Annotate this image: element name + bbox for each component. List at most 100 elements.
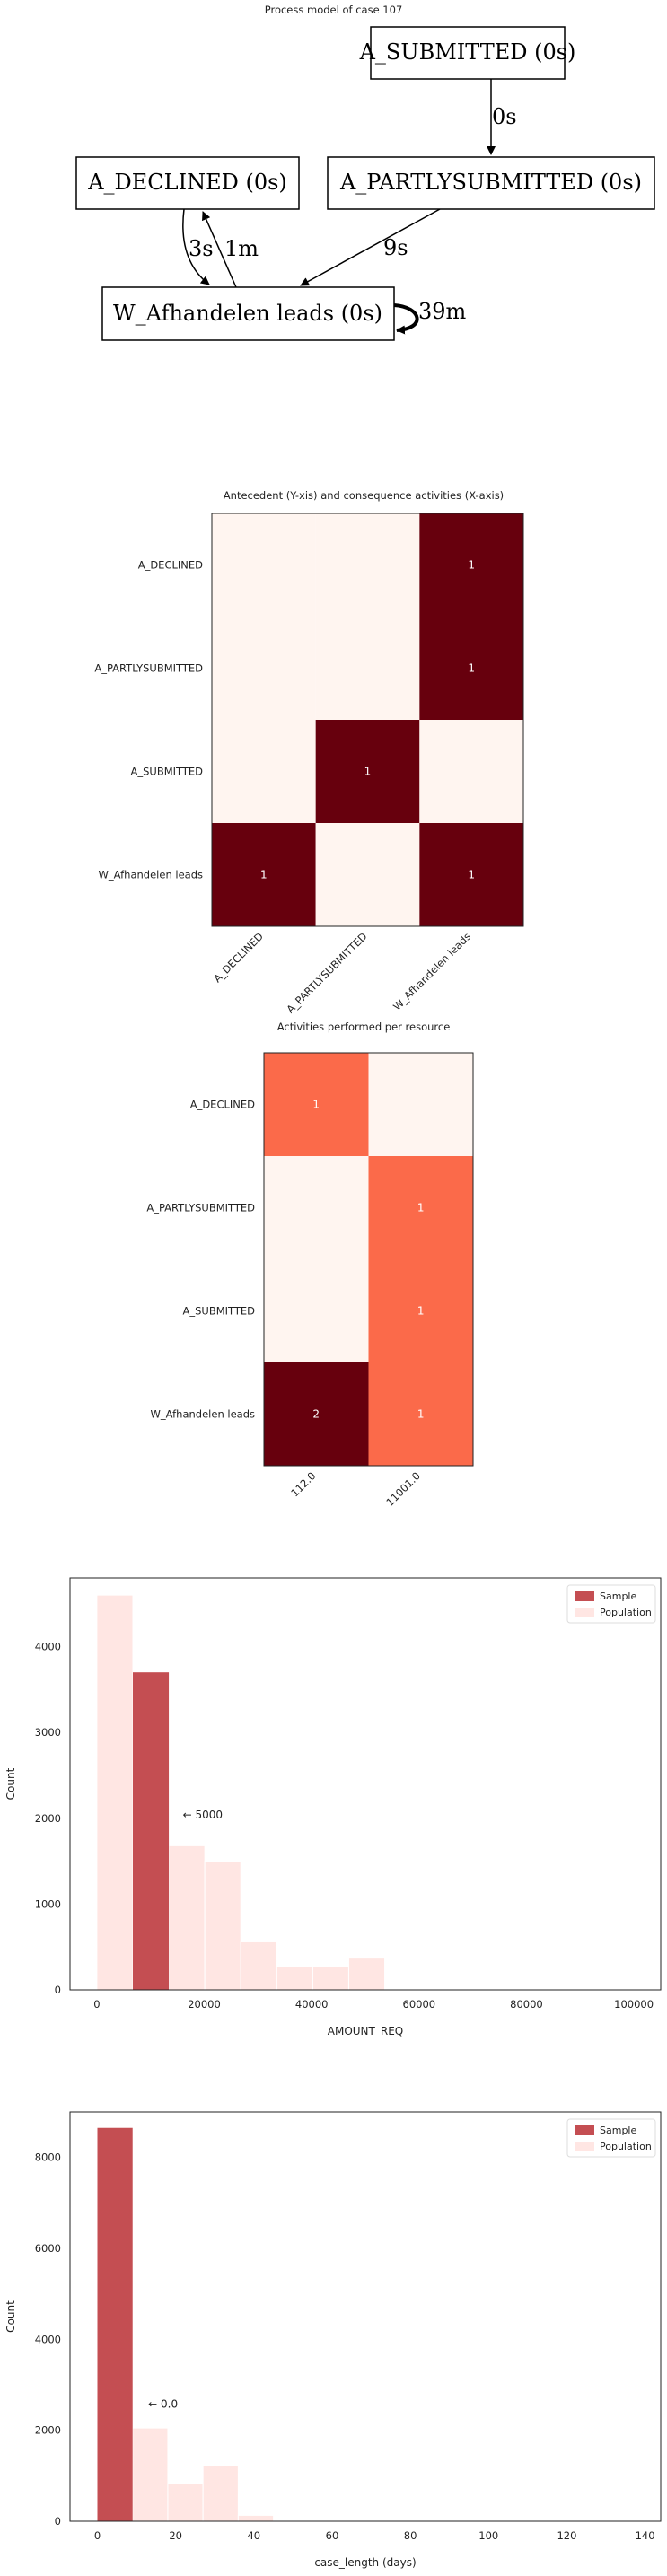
heatmap-cell bbox=[315, 617, 420, 720]
heatmap-cell bbox=[212, 513, 316, 617]
heatmap-cell bbox=[315, 720, 420, 823]
heatmap1-title: Antecedent (Y-xis) and consequence activ… bbox=[223, 489, 505, 502]
heatmap-row-label: A_SUBMITTED bbox=[130, 766, 203, 778]
x-tick-label: 100 bbox=[478, 2529, 498, 2542]
y-tick-label: 2000 bbox=[35, 2424, 61, 2437]
legend-swatch-sample bbox=[575, 1591, 594, 1601]
heatmap-cell-label: 1 bbox=[417, 1202, 425, 1214]
population-bar bbox=[168, 1844, 206, 1991]
histogram-amount-req: 0 20000 40000 60000 80000 100000 0 1000 2000 3000… bbox=[4, 1577, 662, 2037]
heatmap-cell-label: 1 bbox=[417, 1408, 425, 1421]
population-bar bbox=[240, 1941, 277, 1991]
heatmap-row-label: A_PARTLYSUBMITTED bbox=[94, 662, 203, 675]
population-bar bbox=[204, 1861, 241, 1991]
heatmap-cell bbox=[419, 823, 523, 926]
heatmap-cell-label: 1 bbox=[417, 1305, 425, 1318]
sample-bar bbox=[97, 2127, 133, 2521]
heatmap-cell-label: 1 bbox=[468, 662, 475, 675]
population-bar bbox=[132, 2427, 169, 2522]
y-axis-label: Count bbox=[4, 2300, 17, 2333]
heatmap-cell bbox=[264, 1053, 369, 1156]
y-tick-label: 2000 bbox=[35, 1812, 61, 1825]
y-tick-label: 3000 bbox=[35, 1726, 61, 1739]
node-box-declined bbox=[75, 156, 300, 210]
population-bar bbox=[202, 2465, 239, 2522]
x-tick-label: 100000 bbox=[614, 1998, 654, 2011]
heatmap-cell-label: 1 bbox=[468, 869, 475, 881]
annotation: ← 0.0 bbox=[148, 2397, 178, 2410]
edge-afhandelen-declined bbox=[202, 211, 237, 288]
heatmap-cell-label: 1 bbox=[364, 766, 372, 778]
edge-label-afhandelen-declined: 1m bbox=[224, 236, 259, 261]
y-tick-label: 1000 bbox=[35, 1897, 61, 1910]
heatmap-row-label: A_SUBMITTED bbox=[182, 1305, 255, 1318]
x-tick-label: 80000 bbox=[510, 1998, 543, 2011]
heatmap-cell bbox=[212, 720, 316, 823]
node-afhandelen: W_Afhandelen leads (0s) bbox=[113, 301, 382, 326]
heatmap-cell bbox=[368, 1156, 473, 1259]
heatmap-cell bbox=[419, 617, 523, 720]
legend-label-sample: Sample bbox=[600, 2125, 636, 2136]
legend-swatch-sample bbox=[575, 2125, 594, 2135]
x-tick-label: 40000 bbox=[295, 1998, 329, 2011]
legend-swatch-population bbox=[575, 1608, 594, 1617]
annotation: ← 5000 bbox=[183, 1809, 223, 1821]
heatmap-col-label: 11001.0 bbox=[383, 1469, 423, 1508]
x-tick-label: 0 bbox=[94, 2529, 101, 2542]
x-tick-label: 120 bbox=[557, 2529, 576, 2542]
heatmap-row-label: A_PARTLYSUBMITTED bbox=[146, 1202, 255, 1214]
sample-bar bbox=[132, 1672, 170, 1990]
heatmap-cell bbox=[264, 1156, 369, 1259]
legend-label-population: Population bbox=[600, 1607, 652, 1618]
edge-label-declined-afhandelen: 3s bbox=[189, 236, 214, 261]
heatmap-cell bbox=[212, 617, 316, 720]
heatmap-cell bbox=[368, 1259, 473, 1362]
heatmap-cell bbox=[368, 1053, 473, 1156]
legend-label-sample: Sample bbox=[600, 1590, 636, 1602]
heatmap-row-label: W_Afhandelen leads bbox=[99, 869, 203, 881]
plot-frame bbox=[69, 1577, 662, 1991]
heatmap-cell-label: 2 bbox=[312, 1408, 320, 1421]
heatmap-cell bbox=[264, 1362, 369, 1466]
y-tick-label: 8000 bbox=[35, 2151, 61, 2164]
process-model-graph: A_SUBMITTED (0s) A_DECLINED (0s) A_PARTL… bbox=[75, 26, 655, 341]
x-axis-label: case_length (days) bbox=[314, 2556, 416, 2569]
heatmap-col-label: A_PARTLYSUBMITTED bbox=[284, 930, 369, 1015]
edge-declined-afhandelen bbox=[182, 208, 210, 285]
legend-label-population: Population bbox=[600, 2141, 652, 2152]
heatmap-cell bbox=[419, 720, 523, 823]
histogram-case-length: 0 20 40 60 80 100 120 140 0 2000 4000 6000 8000 case_… bbox=[4, 2111, 662, 2569]
heatmap-col-label: A_DECLINED bbox=[211, 930, 266, 985]
node-box-partly bbox=[327, 156, 655, 210]
heatmap-cell bbox=[212, 823, 316, 926]
node-box-afhandelen bbox=[101, 286, 395, 341]
heatmap-row-label: A_DECLINED bbox=[190, 1099, 255, 1111]
heatmap-cell-label: 1 bbox=[312, 1099, 320, 1111]
y-tick-label: 0 bbox=[55, 2515, 61, 2528]
node-declined: A_DECLINED (0s) bbox=[87, 170, 287, 195]
edge-label-partly-afhandelen: 9s bbox=[383, 235, 408, 260]
y-tick-label: 4000 bbox=[35, 1641, 61, 1653]
x-tick-label: 20000 bbox=[188, 1998, 221, 2011]
population-bar bbox=[312, 1966, 349, 1991]
plot-frame bbox=[69, 2111, 662, 2522]
y-axis-label: Count bbox=[4, 1767, 17, 1800]
population-bar bbox=[167, 2483, 204, 2522]
x-tick-label: 60000 bbox=[403, 1998, 436, 2011]
heatmap-cell-label: 1 bbox=[260, 869, 268, 881]
edge-label-afhandelen-self: 39m bbox=[418, 299, 467, 324]
heatmap-row-label: W_Afhandelen leads bbox=[151, 1408, 255, 1421]
y-tick-label: 6000 bbox=[35, 2242, 61, 2255]
heatmap-cell bbox=[315, 823, 420, 926]
node-submitted: A_SUBMITTED (0s) bbox=[359, 39, 576, 65]
x-tick-label: 60 bbox=[326, 2529, 339, 2542]
edge-partly-afhandelen bbox=[300, 208, 441, 286]
heatmap-frame bbox=[211, 513, 524, 927]
node-partly: A_PARTLYSUBMITTED (0s) bbox=[339, 170, 642, 195]
population-bar bbox=[237, 2514, 275, 2522]
x-tick-label: 20 bbox=[169, 2529, 182, 2542]
y-tick-label: 0 bbox=[55, 1984, 61, 1996]
x-tick-label: 0 bbox=[93, 1998, 100, 2011]
x-tick-label: 80 bbox=[404, 2529, 417, 2542]
process-model-title: Process model of case 107 bbox=[264, 4, 403, 16]
